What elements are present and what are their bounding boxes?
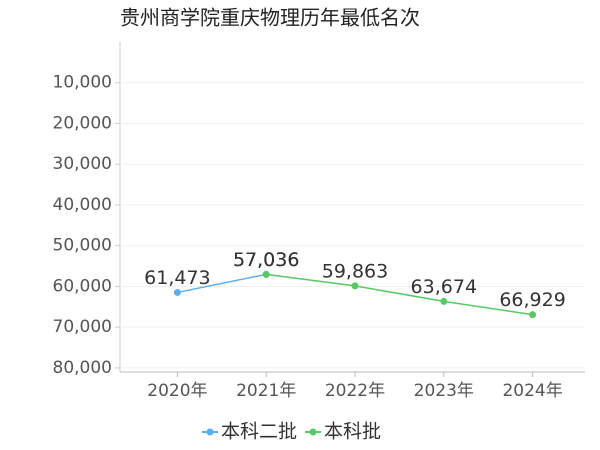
y-tick-label: 10,000: [53, 73, 112, 93]
chart-title: 贵州商学院重庆物理历年最低名次: [120, 6, 420, 30]
y-tick-label: 60,000: [53, 276, 112, 296]
data-label: 66,929: [499, 289, 565, 311]
y-tick-label: 30,000: [53, 154, 112, 174]
data-label: 57,036: [233, 249, 299, 271]
data-point: [529, 311, 537, 319]
y-tick-label: 40,000: [53, 195, 112, 215]
data-label: 59,863: [322, 260, 388, 282]
series-line: [266, 273, 533, 316]
legend-marker: [309, 428, 317, 436]
data-label: 57,036: [233, 249, 299, 271]
x-tick-label: 2020年: [147, 381, 207, 401]
legend-marker: [206, 428, 214, 436]
data-point: [173, 288, 181, 296]
x-tick-label: 2022年: [325, 381, 385, 401]
y-tick-label: 20,000: [53, 113, 112, 133]
data-label: 63,674: [411, 276, 477, 298]
series-line: [177, 273, 267, 294]
y-tick-label: 80,000: [53, 358, 112, 378]
data-point: [262, 270, 270, 278]
x-tick-label: 2024年: [502, 381, 562, 401]
y-tick-label: 50,000: [53, 236, 112, 256]
x-tick-label: 2023年: [414, 381, 474, 401]
legend-label: 本科批: [324, 421, 381, 443]
data-point: [440, 297, 448, 305]
y-tick-label: 70,000: [53, 317, 112, 337]
legend-label: 本科二批: [221, 421, 297, 443]
data-point: [351, 282, 359, 290]
data-label: 61,473: [144, 267, 210, 289]
x-tick-label: 2021年: [236, 381, 296, 401]
